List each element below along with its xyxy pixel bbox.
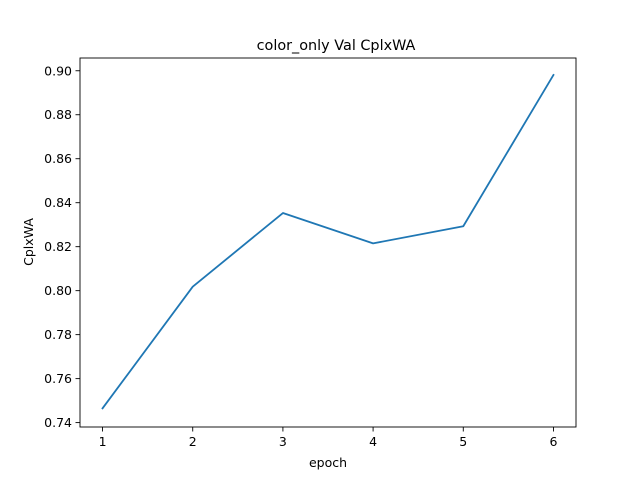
y-tick-label: 0.78	[44, 327, 72, 342]
x-tick-label: 4	[369, 434, 377, 449]
x-tick-label: 6	[549, 434, 557, 449]
series-layer	[101, 73, 555, 410]
y-axis-ticks: 0.74 0.76 0.78 0.80 0.82 0.84 0.86 0.88 0.90	[44, 63, 80, 430]
y-tick-label: 0.82	[44, 239, 72, 254]
y-tick-label: 0.76	[44, 371, 72, 386]
chart-title: color_only Val CplxWA	[257, 38, 416, 54]
y-tick-label: 0.80	[44, 283, 72, 298]
x-axis-ticks: 1 2 3 4 5 6	[99, 427, 557, 449]
x-axis-label: epoch	[309, 455, 347, 470]
x-tick-label: 1	[99, 434, 107, 449]
y-tick-label: 0.90	[44, 63, 72, 78]
y-tick-label: 0.84	[44, 195, 72, 210]
x-tick-label: 3	[279, 434, 287, 449]
y-tick-label: 0.88	[44, 107, 72, 122]
plot-frame	[79, 57, 577, 428]
series-line	[101, 73, 555, 410]
y-tick-label: 0.86	[44, 151, 72, 166]
y-tick-label: 0.74	[44, 415, 72, 430]
x-tick-label: 5	[459, 434, 467, 449]
y-axis-label: CplxWA	[21, 218, 36, 266]
x-tick-label: 2	[189, 434, 197, 449]
